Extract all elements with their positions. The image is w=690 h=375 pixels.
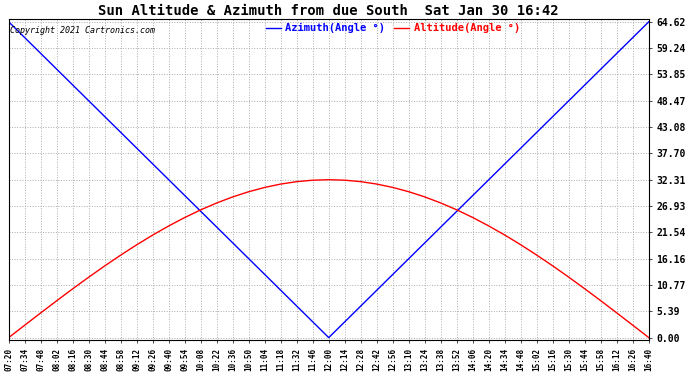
Title: Sun Altitude & Azimuth from due South  Sat Jan 30 16:42: Sun Altitude & Azimuth from due South Sa… [99,4,559,18]
Text: Copyright 2021 Cartronics.com: Copyright 2021 Cartronics.com [10,26,155,35]
Legend: Azimuth(Angle °), Altitude(Angle °): Azimuth(Angle °), Altitude(Angle °) [264,21,522,36]
